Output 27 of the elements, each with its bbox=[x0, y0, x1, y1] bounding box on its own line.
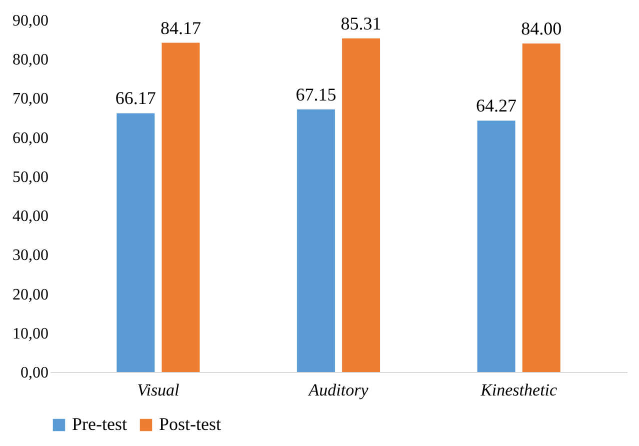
legend-label: Post-test bbox=[159, 414, 222, 434]
y-tick-label: 70,00 bbox=[12, 90, 48, 108]
x-tick-label: Auditory bbox=[308, 380, 369, 400]
y-tick-label: 20,00 bbox=[12, 286, 48, 304]
text: 67.15 bbox=[296, 84, 336, 104]
y-tick-label: 30,00 bbox=[12, 247, 48, 264]
bar bbox=[477, 120, 516, 372]
y-tick-label: 90,00 bbox=[12, 12, 48, 30]
y-tick-label: 10,00 bbox=[12, 325, 48, 342]
bar bbox=[296, 109, 335, 372]
x-tick-label: Kinesthetic bbox=[480, 380, 558, 400]
y-tick-label: 0,00 bbox=[20, 364, 48, 382]
y-tick-label: 50,00 bbox=[12, 168, 48, 186]
text: 84.17 bbox=[160, 18, 201, 38]
y-tick-label: 40,00 bbox=[12, 208, 48, 226]
text: 64.27 bbox=[476, 96, 517, 116]
y-tick-label: 80,00 bbox=[12, 52, 48, 69]
text: 84.00 bbox=[521, 18, 562, 38]
bar bbox=[116, 113, 155, 372]
bar bbox=[342, 38, 380, 372]
bar bbox=[522, 43, 560, 372]
x-tick-label: Visual bbox=[137, 380, 180, 400]
y-tick-label: 60,00 bbox=[12, 130, 48, 147]
text: 66.17 bbox=[115, 88, 156, 108]
text: 85.31 bbox=[340, 13, 382, 34]
bar bbox=[162, 42, 200, 372]
legend-label: Pre-test bbox=[72, 414, 127, 434]
